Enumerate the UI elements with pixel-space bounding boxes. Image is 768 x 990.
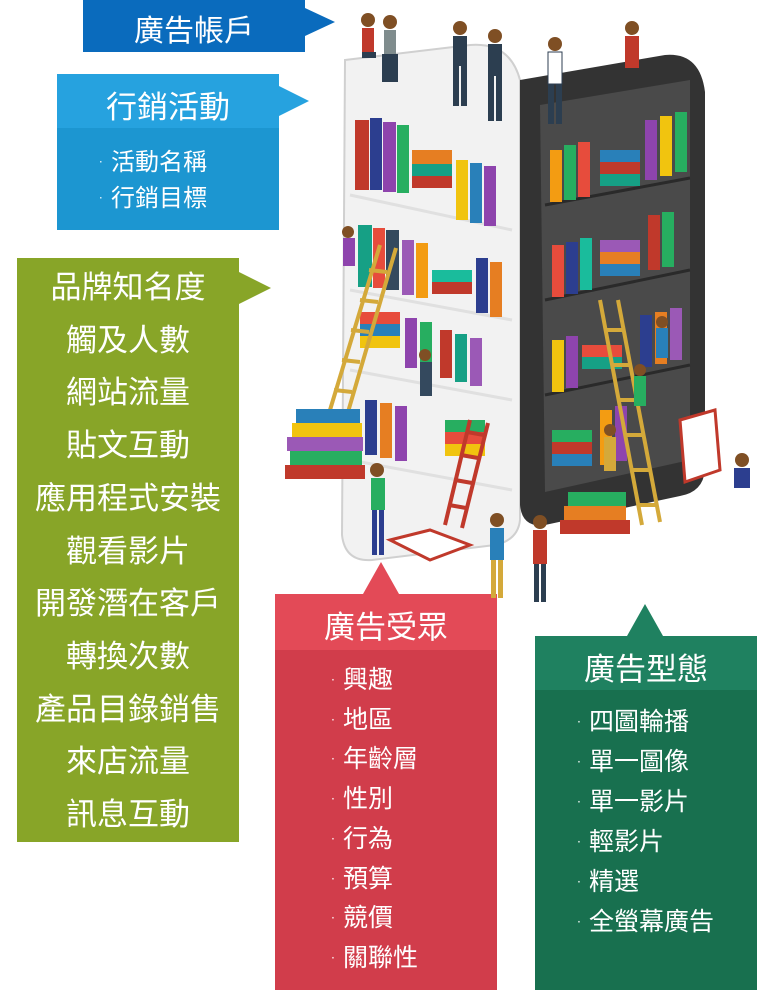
objective-item: 開發潛在客戶 <box>35 586 221 623</box>
bullet-icon: · <box>97 184 105 212</box>
audience-item-label: 性別 <box>343 784 394 814</box>
format-item-label: 單一影片 <box>589 787 690 816</box>
audience-item: · 年齡層 <box>329 739 418 779</box>
campaign-header: 行銷活動 <box>57 74 279 128</box>
audience-item: · 行為 <box>329 819 418 859</box>
format-item: · 精選 <box>575 862 750 902</box>
campaign-title: 行銷活動 <box>106 90 230 126</box>
formats-header: 廣告型態 <box>535 636 757 690</box>
bullet-icon: · <box>575 827 583 856</box>
format-item: · 四圖輪播 <box>575 702 750 742</box>
bullet-icon: · <box>575 787 583 816</box>
campaign-item: · 活動名稱 <box>97 144 207 180</box>
formats-arrow-icon <box>627 604 663 636</box>
objective-item: 轉換次數 <box>66 638 190 675</box>
audience-item-label: 關聯性 <box>343 942 419 972</box>
audience-list: · 興趣 · 地區 · 年齡層 · 性別 · 行為 · 預算 · 競價 · 關聯性 <box>329 660 418 978</box>
bullet-icon: · <box>329 823 337 853</box>
audience-item: · 興趣 <box>329 660 418 700</box>
bullet-icon: · <box>329 744 337 774</box>
objective-item: 來店流量 <box>66 744 190 781</box>
bullet-icon: · <box>329 903 337 933</box>
objective-item: 觸及人數 <box>66 322 190 359</box>
smartphone-bookshelf-icon <box>285 13 750 602</box>
campaign-item-label: 行銷目標 <box>111 184 207 212</box>
bullet-icon: · <box>575 747 583 776</box>
audience-box: 廣告受眾 · 興趣 · 地區 · 年齡層 · 性別 · 行為 · 預算 · 競價 · 關聯性 <box>275 562 497 990</box>
ad-account-title: 廣告帳戶 <box>134 14 254 49</box>
format-item: · 全螢幕廣告 <box>575 902 750 942</box>
audience-title: 廣告受眾 <box>324 610 448 646</box>
campaign-arrow-icon <box>279 86 309 116</box>
audience-item: · 關聯性 <box>329 938 418 978</box>
audience-item: · 性別 <box>329 779 418 819</box>
format-item-label: 精選 <box>589 867 640 896</box>
audience-item-label: 地區 <box>343 704 394 734</box>
bullet-icon: · <box>329 784 337 814</box>
format-item: · 單一圖像 <box>575 742 750 782</box>
bullet-icon: · <box>329 665 337 694</box>
campaign-item-label: 活動名稱 <box>111 148 207 176</box>
audience-header: 廣告受眾 <box>275 594 497 650</box>
audience-item-label: 預算 <box>343 863 394 893</box>
audience-item-label: 年齡層 <box>343 744 419 774</box>
format-item: · 輕影片 <box>575 822 750 862</box>
bullet-icon: · <box>575 907 583 936</box>
objectives-box: 品牌知名度 觸及人數 網站流量 貼文互動 應用程式安裝 觀看影片 開發潛在客戶 … <box>17 258 271 842</box>
format-item-label: 輕影片 <box>589 827 665 856</box>
audience-item: · 預算 <box>329 859 418 899</box>
bullet-icon: · <box>329 942 337 972</box>
objective-item: 產品目錄銷售 <box>35 691 221 728</box>
objective-item: 訊息互動 <box>66 797 190 834</box>
objective-item: 觀看影片 <box>66 533 190 570</box>
campaign-box: 行銷活動 · 活動名稱 · 行銷目標 <box>57 74 309 230</box>
campaign-list: · 活動名稱 · 行銷目標 <box>97 144 207 216</box>
campaign-item: · 行銷目標 <box>97 180 207 216</box>
format-item-label: 全螢幕廣告 <box>589 907 715 936</box>
formats-list: · 四圖輪播 · 單一圖像 · 單一影片 · 輕影片 · 精選 · 全螢幕廣告 <box>575 702 750 942</box>
bullet-icon: · <box>575 867 583 896</box>
audience-item: · 地區 <box>329 700 418 740</box>
objective-item: 貼文互動 <box>66 428 190 465</box>
format-item-label: 四圖輪播 <box>589 707 690 736</box>
objectives-list: 品牌知名度 觸及人數 網站流量 貼文互動 應用程式安裝 觀看影片 開發潛在客戶 … <box>17 262 239 842</box>
audience-item-label: 競價 <box>343 903 394 933</box>
audience-item-label: 行為 <box>343 823 394 853</box>
ad-account-arrow-icon <box>305 8 335 36</box>
objectives-arrow-icon <box>239 272 271 304</box>
ad-account-box: 廣告帳戶 <box>83 0 335 52</box>
objective-item: 品牌知名度 <box>50 270 206 306</box>
objective-item: 網站流量 <box>66 375 190 412</box>
formats-box: 廣告型態 · 四圖輪播 · 單一圖像 · 單一影片 · 輕影片 · 精選 · 全螢幕廣告 <box>535 604 757 990</box>
formats-title: 廣告型態 <box>584 652 708 688</box>
format-item-label: 單一圖像 <box>589 747 690 776</box>
objective-item: 應用程式安裝 <box>35 480 221 517</box>
audience-arrow-icon <box>363 562 399 594</box>
format-item: · 單一影片 <box>575 782 750 822</box>
bullet-icon: · <box>97 148 105 176</box>
audience-item-label: 興趣 <box>343 665 394 694</box>
bullet-icon: · <box>329 704 337 734</box>
bullet-icon: · <box>329 863 337 893</box>
audience-item: · 競價 <box>329 898 418 938</box>
bullet-icon: · <box>575 707 583 736</box>
